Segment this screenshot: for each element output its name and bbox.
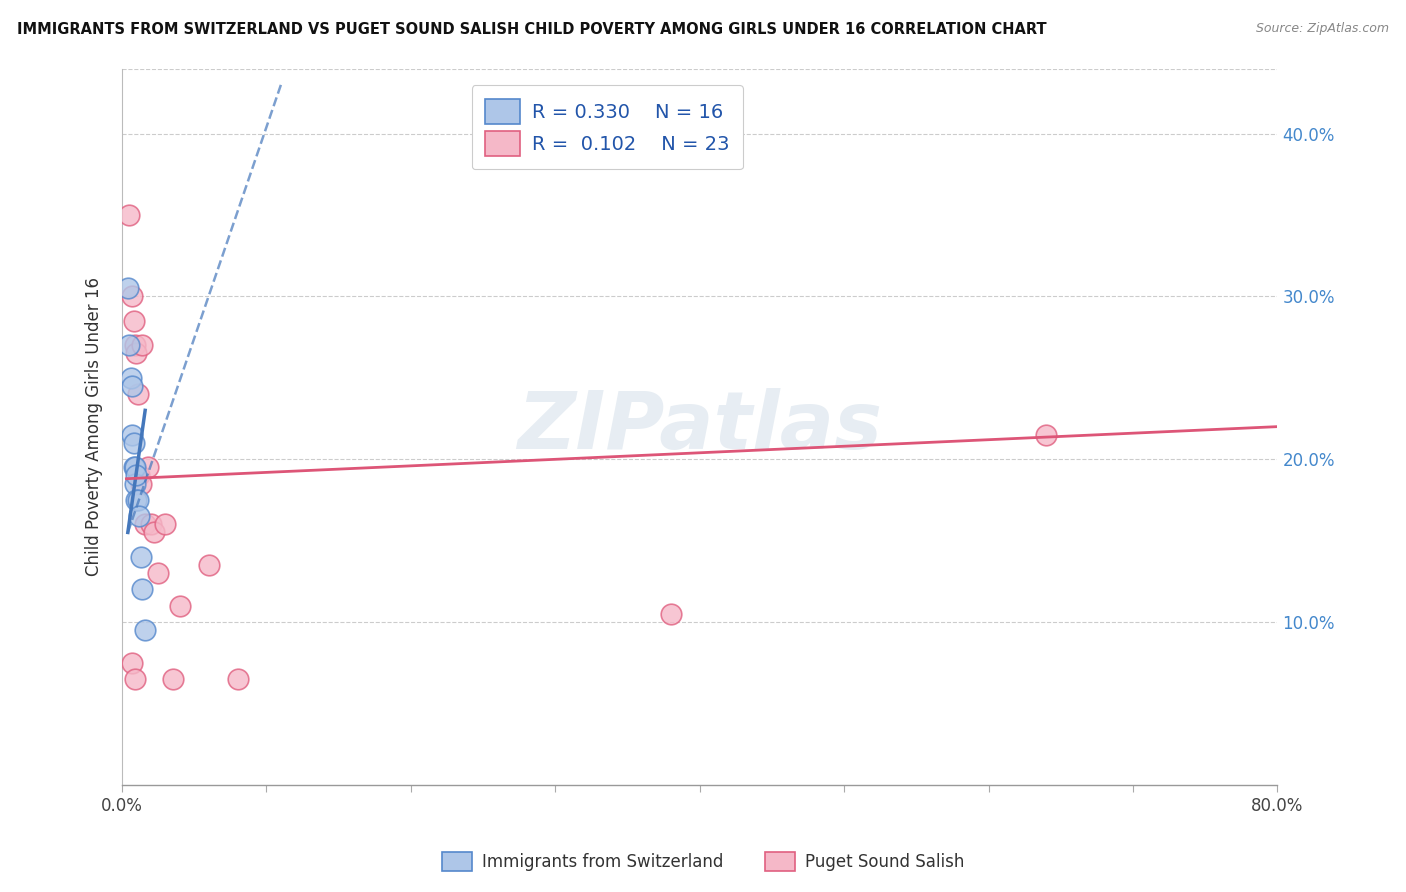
Point — [134, 623, 156, 637]
Text: ZIPatlas: ZIPatlas — [517, 388, 882, 466]
Point — [129, 549, 152, 564]
Point — [121, 289, 143, 303]
Point — [142, 525, 165, 540]
Point — [118, 208, 141, 222]
Point — [146, 566, 169, 581]
Point — [125, 346, 148, 360]
Point — [124, 476, 146, 491]
Y-axis label: Child Poverty Among Girls Under 16: Child Poverty Among Girls Under 16 — [86, 277, 103, 576]
Point — [128, 468, 150, 483]
Point — [124, 672, 146, 686]
Legend: R = 0.330    N = 16, R =  0.102    N = 23: R = 0.330 N = 16, R = 0.102 N = 23 — [471, 86, 742, 169]
Point — [169, 599, 191, 613]
Legend: Immigrants from Switzerland, Puget Sound Salish: Immigrants from Switzerland, Puget Sound… — [433, 843, 973, 880]
Point — [197, 558, 219, 572]
Point — [226, 672, 249, 686]
Point — [131, 582, 153, 597]
Text: Source: ZipAtlas.com: Source: ZipAtlas.com — [1256, 22, 1389, 36]
Point — [122, 460, 145, 475]
Point — [659, 607, 682, 621]
Point — [136, 460, 159, 475]
Point — [122, 436, 145, 450]
Point — [122, 314, 145, 328]
Point — [124, 338, 146, 352]
Point — [121, 656, 143, 670]
Point — [131, 338, 153, 352]
Point — [1035, 427, 1057, 442]
Point — [129, 476, 152, 491]
Point — [125, 468, 148, 483]
Point — [134, 517, 156, 532]
Point — [121, 379, 143, 393]
Point — [155, 517, 177, 532]
Point — [121, 427, 143, 442]
Point — [118, 338, 141, 352]
Point — [128, 509, 150, 524]
Point — [120, 371, 142, 385]
Point — [162, 672, 184, 686]
Point — [127, 492, 149, 507]
Text: IMMIGRANTS FROM SWITZERLAND VS PUGET SOUND SALISH CHILD POVERTY AMONG GIRLS UNDE: IMMIGRANTS FROM SWITZERLAND VS PUGET SOU… — [17, 22, 1046, 37]
Point — [117, 281, 139, 295]
Point — [125, 492, 148, 507]
Point — [139, 517, 162, 532]
Point — [127, 387, 149, 401]
Point — [124, 460, 146, 475]
